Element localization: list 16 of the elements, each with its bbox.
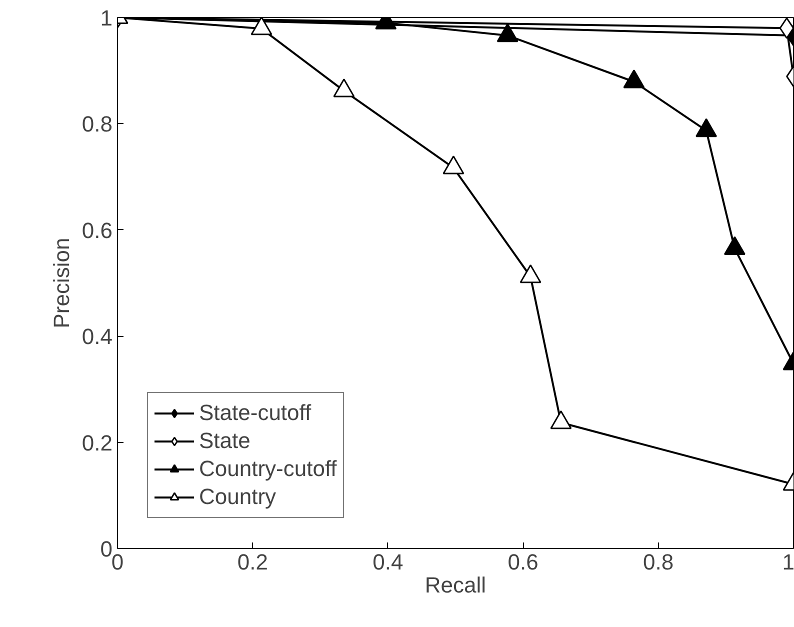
- x-tick-label: 0.6: [508, 550, 538, 574]
- legend-label: State: [199, 427, 250, 455]
- y-tick-label: 0.8: [82, 112, 113, 137]
- y-axis-title: Precision: [48, 238, 74, 328]
- legend-label: Country-cutoff: [199, 455, 337, 483]
- y-tick-label: 0.4: [82, 324, 113, 350]
- x-tick-label: 0.4: [372, 550, 404, 574]
- x-tick-label: 1: [782, 550, 794, 574]
- x-tick-label: 0.2: [237, 550, 268, 574]
- x-axis-title: Recall: [424, 572, 486, 598]
- y-tick-label: 1: [100, 6, 113, 30]
- y-tick-label: 0.6: [82, 218, 113, 243]
- legend-label: State-cutoff: [199, 399, 312, 427]
- x-tick-label: 0.8: [643, 550, 674, 574]
- legend-label: Country: [199, 483, 276, 511]
- y-tick-label: 0.2: [82, 430, 113, 456]
